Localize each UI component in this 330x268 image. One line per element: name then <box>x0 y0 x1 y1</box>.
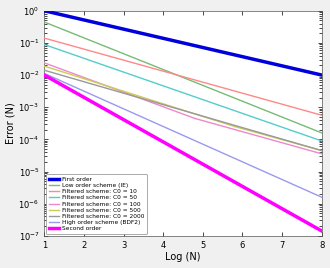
Second order <box>320 229 324 233</box>
Filtered scheme: C0 = 100: (7.73, 4.41e-05): C0 = 100: (7.73, 4.41e-05) <box>309 149 313 152</box>
Filtered scheme: C0 = 100: (7.84, 4.03e-05): C0 = 100: (7.84, 4.03e-05) <box>314 150 317 154</box>
Filtered scheme: C0 = 50: (4.37, 0.00321): C0 = 50: (4.37, 0.00321) <box>176 89 180 92</box>
Filtered scheme: C0 = 100: (8, 3.55e-05): C0 = 100: (8, 3.55e-05) <box>320 152 324 155</box>
Line: Filtered scheme: C0 = 100: Filtered scheme: C0 = 100 <box>195 118 322 154</box>
Filtered scheme: C0 = 10: (8, 0.000562): C0 = 10: (8, 0.000562) <box>320 114 324 117</box>
Filtered scheme: C0 = 100: (4.93, 0.000403): C0 = 100: (4.93, 0.000403) <box>198 118 202 121</box>
First order <box>208 47 212 51</box>
Filtered scheme: C0 = 50: (7.83, 0.000105): C0 = 50: (7.83, 0.000105) <box>313 137 317 140</box>
Filtered scheme: C0 = 50: (8, 8.91e-05): C0 = 50: (8, 8.91e-05) <box>320 139 324 143</box>
High order scheme (BDF2) <box>320 196 324 199</box>
Low order scheme (IE) <box>176 74 180 77</box>
Line: Second order: Second order <box>44 75 322 231</box>
Low order scheme (IE) <box>320 131 324 135</box>
Filtered scheme: C0 = 50: (4.32, 0.00335): C0 = 50: (4.32, 0.00335) <box>174 89 178 92</box>
Low order scheme (IE) <box>313 129 317 132</box>
Line: Low order scheme (IE): Low order scheme (IE) <box>44 22 322 133</box>
Second order <box>192 158 196 161</box>
Filtered scheme: C0 = 10: (6.74, 0.00152): C0 = 10: (6.74, 0.00152) <box>270 100 274 103</box>
Filtered scheme: C0 = 2000: (1, 0.0141): C0 = 2000: (1, 0.0141) <box>42 69 46 72</box>
High order scheme (BDF2) <box>313 193 317 196</box>
Line: Filtered scheme: C0 = 500: Filtered scheme: C0 = 500 <box>235 126 322 151</box>
High order scheme (BDF2) <box>174 131 178 134</box>
First order <box>270 62 274 65</box>
Filtered scheme: C0 = 10: (4.32, 0.0102): C0 = 10: (4.32, 0.0102) <box>174 73 178 76</box>
Y-axis label: Error (N): Error (N) <box>6 102 16 144</box>
First order <box>174 40 178 43</box>
Line: Filtered scheme: C0 = 50: Filtered scheme: C0 = 50 <box>44 44 322 141</box>
Filtered scheme: C0 = 100: (5.65, 0.000228): C0 = 100: (5.65, 0.000228) <box>227 126 231 129</box>
Filtered scheme: C0 = 50: (4.79, 0.00212): C0 = 50: (4.79, 0.00212) <box>192 95 196 98</box>
Line: Filtered scheme: C0 = 2000: Filtered scheme: C0 = 2000 <box>44 70 322 151</box>
Filtered scheme: C0 = 2000: (8, 4.47e-05): C0 = 2000: (8, 4.47e-05) <box>320 149 324 152</box>
Filtered scheme: C0 = 10: (7.83, 0.000642): C0 = 10: (7.83, 0.000642) <box>313 112 317 115</box>
Filtered scheme: C0 = 50: (1, 0.0891): C0 = 50: (1, 0.0891) <box>42 43 46 46</box>
High order scheme (BDF2) <box>176 131 180 135</box>
Second order <box>208 166 212 169</box>
Low order scheme (IE) <box>192 80 196 84</box>
High order scheme (BDF2) <box>42 72 46 75</box>
Filtered scheme: C0 = 2000: (7.83, 5.13e-05): C0 = 2000: (7.83, 5.13e-05) <box>313 147 317 150</box>
Second order <box>176 148 180 152</box>
Filtered scheme: C0 = 10: (1, 0.141): C0 = 10: (1, 0.141) <box>42 36 46 40</box>
Filtered scheme: C0 = 500: (7.81, 5.18e-05): C0 = 500: (7.81, 5.18e-05) <box>312 147 316 150</box>
Low order scheme (IE) <box>42 20 46 24</box>
Filtered scheme: C0 = 10: (5.17, 0.00527): C0 = 10: (5.17, 0.00527) <box>208 82 212 85</box>
Filtered scheme: C0 = 2000: (4.32, 0.000918): C0 = 2000: (4.32, 0.000918) <box>174 107 178 110</box>
Second order <box>270 201 274 204</box>
Low order scheme (IE) <box>270 111 274 114</box>
Line: High order scheme (BDF2): High order scheme (BDF2) <box>44 73 322 197</box>
Second order <box>313 226 317 229</box>
Filtered scheme: C0 = 2000: (4.79, 0.000627): C0 = 2000: (4.79, 0.000627) <box>192 112 196 115</box>
X-axis label: Log (N): Log (N) <box>165 252 201 262</box>
Filtered scheme: C0 = 500: (6.21, 0.000182): C0 = 500: (6.21, 0.000182) <box>249 129 253 133</box>
High order scheme (BDF2) <box>270 173 274 177</box>
Filtered scheme: C0 = 2000: (6.74, 0.000126): C0 = 2000: (6.74, 0.000126) <box>270 135 274 138</box>
Filtered scheme: C0 = 100: (5.39, 0.000279): C0 = 100: (5.39, 0.000279) <box>216 124 220 127</box>
Filtered scheme: C0 = 10: (4.79, 0.0071): C0 = 10: (4.79, 0.0071) <box>192 78 196 81</box>
Filtered scheme: C0 = 10: (4.37, 0.0099): C0 = 10: (4.37, 0.0099) <box>176 74 180 77</box>
Filtered scheme: C0 = 500: (7.89, 4.87e-05): C0 = 500: (7.89, 4.87e-05) <box>315 148 319 151</box>
Filtered scheme: C0 = 50: (5.17, 0.00146): C0 = 50: (5.17, 0.00146) <box>208 100 212 103</box>
Legend: First order, Low order scheme (IE), Filtered scheme: C0 = 10, Filtered scheme: C: First order, Low order scheme (IE), Filt… <box>46 174 147 234</box>
Filtered scheme: C0 = 500: (5.8, 0.000251): C0 = 500: (5.8, 0.000251) <box>233 125 237 128</box>
First order <box>313 72 317 75</box>
Filtered scheme: C0 = 50: (6.74, 0.00031): C0 = 50: (6.74, 0.00031) <box>270 122 274 125</box>
High order scheme (BDF2) <box>192 139 196 142</box>
Filtered scheme: C0 = 100: (4.8, 0.000447): C0 = 100: (4.8, 0.000447) <box>193 117 197 120</box>
Low order scheme (IE) <box>174 73 178 76</box>
First order <box>42 9 46 12</box>
Low order scheme (IE) <box>208 86 212 90</box>
Filtered scheme: C0 = 500: (8, 4.47e-05): C0 = 500: (8, 4.47e-05) <box>320 149 324 152</box>
Line: First order: First order <box>44 11 322 75</box>
Filtered scheme: C0 = 2000: (4.37, 0.000886): C0 = 2000: (4.37, 0.000886) <box>176 107 180 110</box>
First order <box>192 44 196 47</box>
Filtered scheme: C0 = 500: (5.93, 0.000226): C0 = 500: (5.93, 0.000226) <box>238 126 242 129</box>
Filtered scheme: C0 = 100: (4.99, 0.000383): C0 = 100: (4.99, 0.000383) <box>201 119 205 122</box>
Line: Filtered scheme: C0 = 10: Filtered scheme: C0 = 10 <box>44 38 322 115</box>
Filtered scheme: C0 = 500: (5.89, 0.000234): C0 = 500: (5.89, 0.000234) <box>236 126 240 129</box>
Second order <box>174 147 178 151</box>
High order scheme (BDF2) <box>208 146 212 149</box>
First order <box>320 73 324 77</box>
First order <box>176 40 180 43</box>
Filtered scheme: C0 = 500: (6.39, 0.000159): C0 = 500: (6.39, 0.000159) <box>256 131 260 135</box>
Second order <box>42 73 46 77</box>
Filtered scheme: C0 = 2000: (5.17, 0.000459): C0 = 2000: (5.17, 0.000459) <box>208 117 212 120</box>
